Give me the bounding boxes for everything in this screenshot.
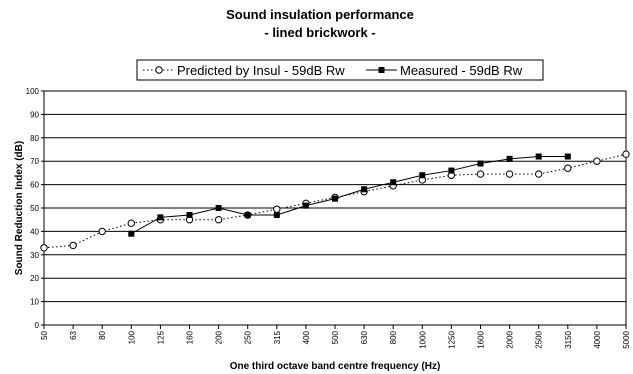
chart-title: Sound insulation performance [226, 7, 414, 22]
y-tick-label: 60 [30, 181, 39, 190]
x-tick-label: 5000 [622, 330, 631, 348]
predicted-point [69, 241, 77, 250]
x-tick-label: 200 [215, 330, 224, 344]
predicted-point [273, 205, 281, 213]
measured-point [564, 153, 571, 160]
measured-point [448, 167, 455, 174]
series-measured-line [131, 156, 568, 235]
measured-point [390, 179, 397, 186]
predicted-point [564, 164, 572, 172]
x-tick-label: 1250 [447, 330, 456, 348]
measured-point [157, 214, 164, 221]
measured-point [128, 230, 135, 237]
predicted-point [476, 170, 485, 178]
y-tick-label: 80 [30, 134, 39, 143]
y-tick-label: 70 [30, 157, 39, 166]
predicted-point [40, 244, 48, 252]
predicted-point [98, 227, 106, 236]
legend-box [136, 59, 544, 81]
y-tick-label: 50 [30, 204, 39, 213]
predicted-point [127, 219, 136, 227]
predicted-point [593, 157, 601, 165]
y-tick-label: 90 [30, 110, 39, 119]
predicted-point [214, 216, 223, 224]
x-tick-label: 125 [156, 330, 165, 344]
y-tick-label: 10 [30, 298, 39, 307]
y-tick-label: 100 [26, 87, 40, 96]
x-tick-label: 80 [98, 330, 107, 339]
x-tick-label: 63 [69, 330, 78, 339]
x-tick-label: 400 [302, 330, 311, 344]
measured-point [215, 205, 222, 211]
measured-point [361, 186, 368, 193]
y-tick-label: 20 [30, 274, 39, 283]
predicted-point [622, 150, 630, 158]
x-tick-label: 100 [127, 330, 136, 344]
legend-predicted-marker [155, 66, 163, 74]
x-tick-label: 160 [186, 330, 195, 344]
chart-subtitle: - lined brickwork - [264, 25, 375, 40]
measured-point [506, 155, 513, 162]
x-tick-label: 500 [331, 330, 340, 344]
legend-measured-label: Measured - 59dB Rw [400, 63, 523, 78]
x-tick-label: 2000 [506, 330, 515, 348]
y-axis: 0 10 20 30 40 50 60 70 80 90 100 [26, 87, 44, 330]
measured-point [273, 212, 280, 219]
x-axis: 50 63 80 100 125 160 200 250 315 400 500 630 800 1000… [40, 325, 631, 349]
x-tick-label: 800 [389, 330, 398, 344]
y-tick-label: 0 [35, 321, 40, 330]
measured-point [302, 202, 309, 209]
legend-measured-marker [378, 67, 385, 73]
x-tick-label: 1000 [418, 330, 427, 348]
x-tick-label: 630 [360, 330, 369, 344]
measured-point [477, 160, 484, 167]
measured-point [186, 212, 193, 219]
x-tick-label: 250 [244, 330, 253, 344]
x-tick-label: 2500 [535, 330, 544, 348]
series-layer [40, 150, 630, 252]
measured-point [244, 212, 251, 219]
legend: Predicted by Insul - 59dB Rw Measured - … [136, 59, 544, 81]
x-tick-label: 1600 [477, 330, 486, 348]
gridlines [44, 113, 626, 303]
y-axis-label: Sound Reduction Index (dB) [14, 141, 25, 275]
measured-point [419, 172, 426, 179]
measured-point [332, 195, 338, 202]
x-tick-label: 4000 [593, 330, 602, 348]
x-tick-label: 50 [40, 330, 49, 339]
y-tick-label: 30 [30, 251, 39, 260]
legend-predicted-label: Predicted by Insul - 59dB Rw [177, 63, 345, 78]
predicted-point [535, 170, 543, 178]
x-axis-label: One third octave band centre frequency (… [230, 361, 441, 372]
measured-point [535, 153, 542, 160]
x-tick-label: 3150 [564, 330, 573, 348]
predicted-point [505, 170, 514, 178]
x-tick-label: 315 [273, 330, 282, 344]
y-tick-label: 40 [30, 227, 39, 236]
plot-area: 0 10 20 30 40 50 60 70 80 90 100 50 63 80 100 125 160 20… [26, 87, 631, 349]
